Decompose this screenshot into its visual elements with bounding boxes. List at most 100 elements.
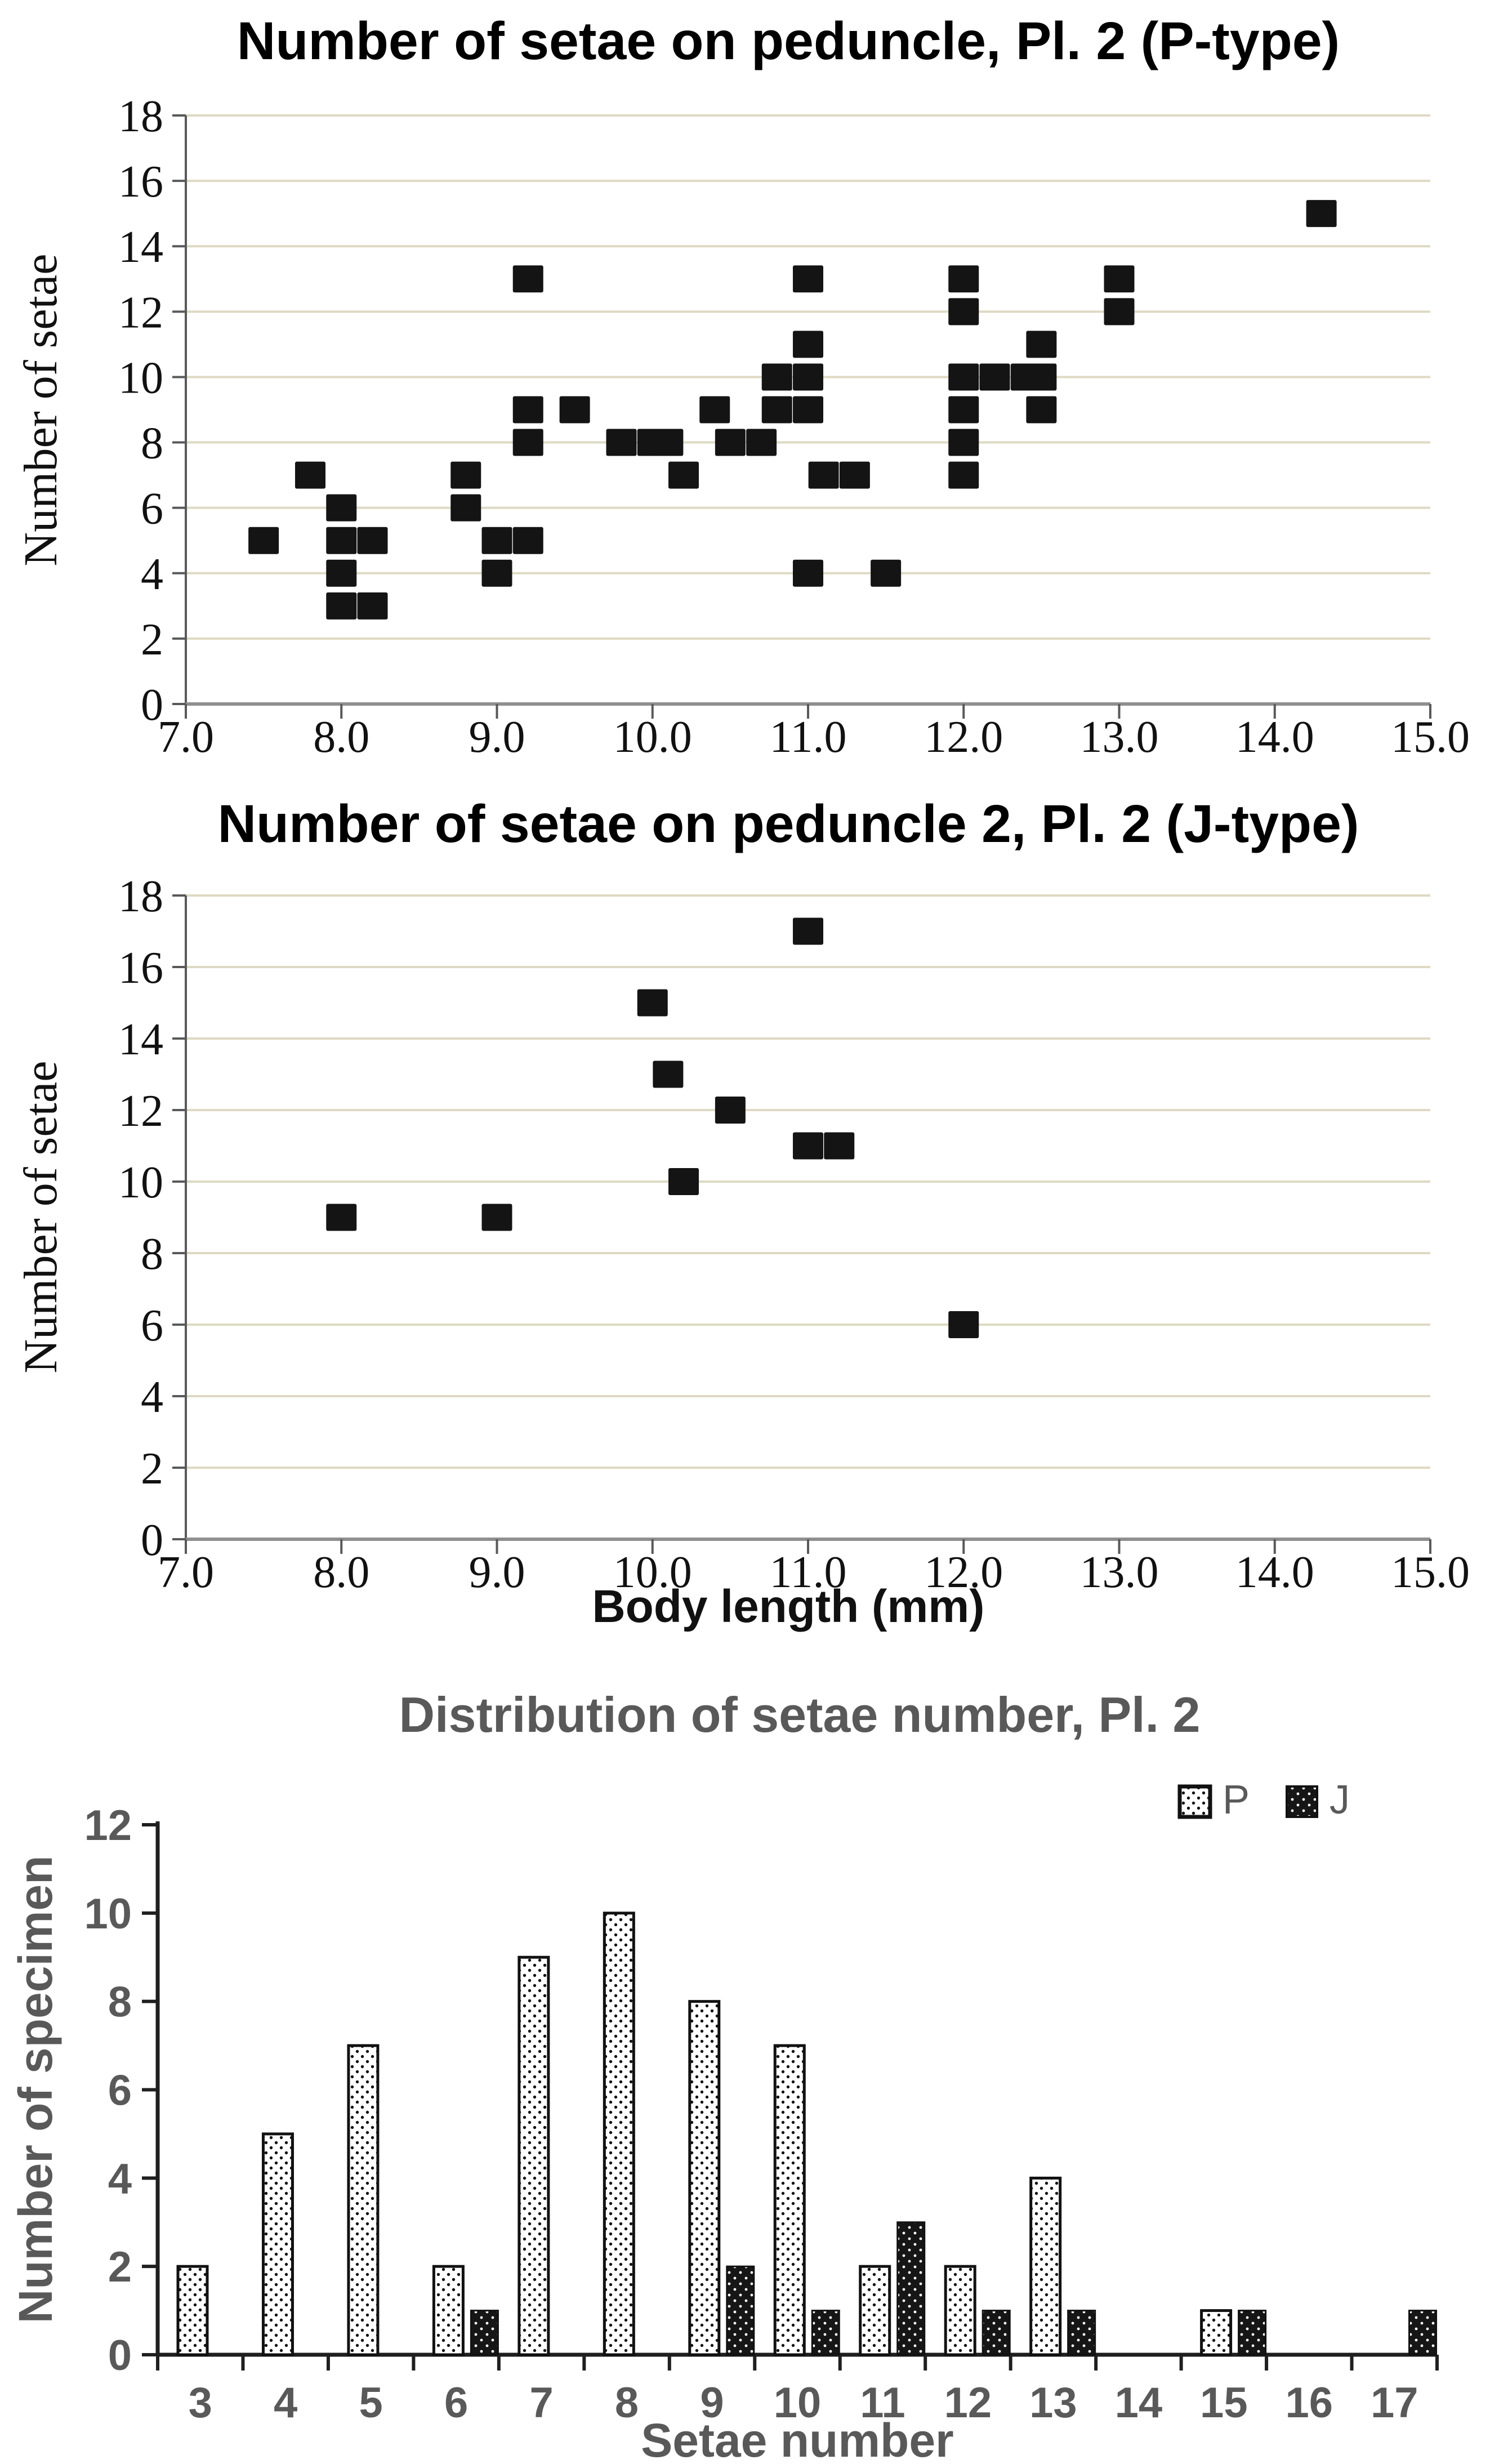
y-tick-label-2: 2	[141, 615, 163, 665]
scatter-point	[1026, 396, 1057, 424]
scatter-point	[326, 592, 357, 620]
x-tick-label-11.0: 11.0	[769, 712, 846, 762]
scatter-point	[512, 429, 543, 456]
histogram-chart: 0 2 4 6 8 10 12 3 4 5 6 7 8 9 10 11 12 13 14 15 16 17 P J Distr…	[9, 1687, 1439, 2464]
x-category-label-9: 9	[700, 2379, 724, 2427]
bar-j-17	[1408, 2310, 1438, 2356]
y-tick-label-16: 16	[118, 943, 163, 993]
y-axis-title-distribution: Number of specimen	[9, 1856, 62, 2324]
x-tick-label-9.0: 9.0	[469, 712, 525, 762]
y-tick-label-12: 12	[84, 1802, 132, 1850]
scatter-point	[357, 527, 388, 554]
bar-j-6	[470, 2310, 499, 2356]
x-category-label-13: 13	[1029, 2379, 1077, 2427]
y-tick-label-6: 6	[141, 1301, 163, 1351]
scatter-chart-j-type: 0 2 4 6 8 10 12 14 16 18 7.0 8.0 9.0 10.0 11.0 12.0 13.0…	[15, 794, 1470, 1632]
bar-p-7	[517, 1955, 550, 2356]
y-tick-label-0: 0	[108, 2332, 132, 2380]
scatter-point	[326, 559, 357, 587]
y-axis-title-j: Number of setae	[15, 1061, 67, 1373]
bar-p-6	[432, 2265, 465, 2356]
y-tick-label-2: 2	[141, 1444, 163, 1494]
x-category-label-5: 5	[359, 2379, 383, 2427]
scatter-point	[948, 298, 979, 326]
scatter-point	[699, 396, 730, 424]
y-tick-label-8: 8	[108, 1979, 132, 2026]
y-tick-label-12: 12	[118, 1086, 163, 1136]
legend-swatch-p	[1177, 1784, 1212, 1819]
scatter-chart-p-type: 0 2 4 6 8 10 12 14 16 18 7.0 8.0 9.0 10.0 11.0 12.0 13.0…	[15, 11, 1470, 762]
x-category-label-11: 11	[860, 2379, 905, 2427]
scatter-point	[1026, 363, 1057, 391]
x-category-label-4: 4	[274, 2379, 297, 2427]
scatter-point	[248, 527, 279, 554]
bar-p-8	[603, 1912, 635, 2356]
scatter-point	[295, 461, 325, 489]
y-tick-label-2: 2	[108, 2243, 132, 2291]
x-tick-label-12.0: 12.0	[924, 1548, 1003, 1597]
x-tick-label-9.0: 9.0	[469, 1548, 525, 1597]
x-tick-label-14.0: 14.0	[1235, 712, 1314, 762]
bar-p-12	[944, 2265, 976, 2356]
plot-render-p: 0 2 4 6 8 10 12 14 16 18 7.0 8.0 9.0 10.0 11.0 12.0 13.0…	[118, 92, 1470, 762]
x-category-label-16: 16	[1286, 2379, 1333, 2427]
scatter-point	[948, 429, 979, 456]
bar-p-9	[688, 2000, 721, 2356]
bar-p-4	[261, 2132, 294, 2356]
scatter-point	[606, 429, 637, 456]
x-tick-label-10.0: 10.0	[613, 1548, 692, 1597]
plot-render-j: 0 2 4 6 8 10 12 14 16 18 7.0 8.0 9.0 10.0 11.0 12.0 13.0…	[118, 872, 1470, 1597]
scatter-point	[793, 559, 823, 587]
scatter-point	[948, 363, 979, 391]
plot-render-h: 0 2 4 6 8 10 12 3 4 5 6 7 8 9 10 11 12 13 14 15 16 17 P J	[84, 1777, 1439, 2427]
y-tick-label-12: 12	[118, 288, 163, 337]
scatter-point	[1026, 331, 1057, 358]
chart-title-distribution: Distribution of setae number, Pl. 2	[399, 1687, 1201, 1743]
scatter-point	[793, 363, 823, 391]
y-tick-label-8: 8	[141, 1229, 163, 1279]
y-tick-label-10: 10	[118, 353, 163, 403]
y-tick-label-4: 4	[141, 550, 163, 599]
legend-label-p: P	[1223, 1777, 1250, 1823]
scatter-point	[1104, 298, 1135, 326]
y-tick-label-18: 18	[118, 92, 163, 141]
y-tick-label-0: 0	[141, 1516, 163, 1565]
scatter-point	[1306, 200, 1337, 228]
x-tick-label-10.0: 10.0	[613, 712, 692, 762]
y-tick-label-14: 14	[118, 1015, 163, 1064]
bar-j-13	[1067, 2310, 1096, 2356]
x-tick-label-15.0: 15.0	[1391, 712, 1470, 762]
scatter-point	[871, 559, 902, 587]
y-tick-label-0: 0	[141, 680, 163, 730]
scatter-point	[715, 1097, 746, 1124]
x-category-label-12: 12	[944, 2379, 992, 2427]
bar-p-13	[1029, 2176, 1062, 2356]
scatter-point	[839, 461, 870, 489]
scatter-point	[357, 592, 388, 620]
scatter-point	[668, 461, 699, 489]
scatter-point	[668, 1168, 699, 1195]
scatter-point	[450, 494, 481, 522]
bar-j-10	[811, 2310, 840, 2356]
scatter-point	[481, 559, 512, 587]
x-category-label-17: 17	[1371, 2379, 1418, 2427]
x-category-label-14: 14	[1115, 2379, 1163, 2427]
x-category-label-10: 10	[774, 2379, 822, 2427]
scatter-point	[808, 461, 839, 489]
scatter-point	[746, 429, 777, 456]
scatter-point	[824, 1132, 855, 1160]
y-tick-label-16: 16	[118, 157, 163, 207]
scatter-point	[761, 396, 792, 424]
bar-p-3	[176, 2265, 209, 2356]
x-category-label-8: 8	[615, 2379, 639, 2427]
x-tick-label-11.0: 11.0	[769, 1548, 846, 1597]
y-tick-label-14: 14	[118, 222, 163, 272]
x-axis-title-j: Body length (mm)	[592, 1581, 985, 1632]
y-tick-label-6: 6	[108, 2067, 132, 2115]
legend-swatch-j	[1286, 1785, 1318, 1818]
scatter-point	[793, 265, 823, 293]
scatter-point	[793, 331, 823, 358]
scatter-point	[948, 396, 979, 424]
y-tick-label-10: 10	[84, 1890, 132, 1938]
x-tick-label-7.0: 7.0	[158, 712, 214, 762]
